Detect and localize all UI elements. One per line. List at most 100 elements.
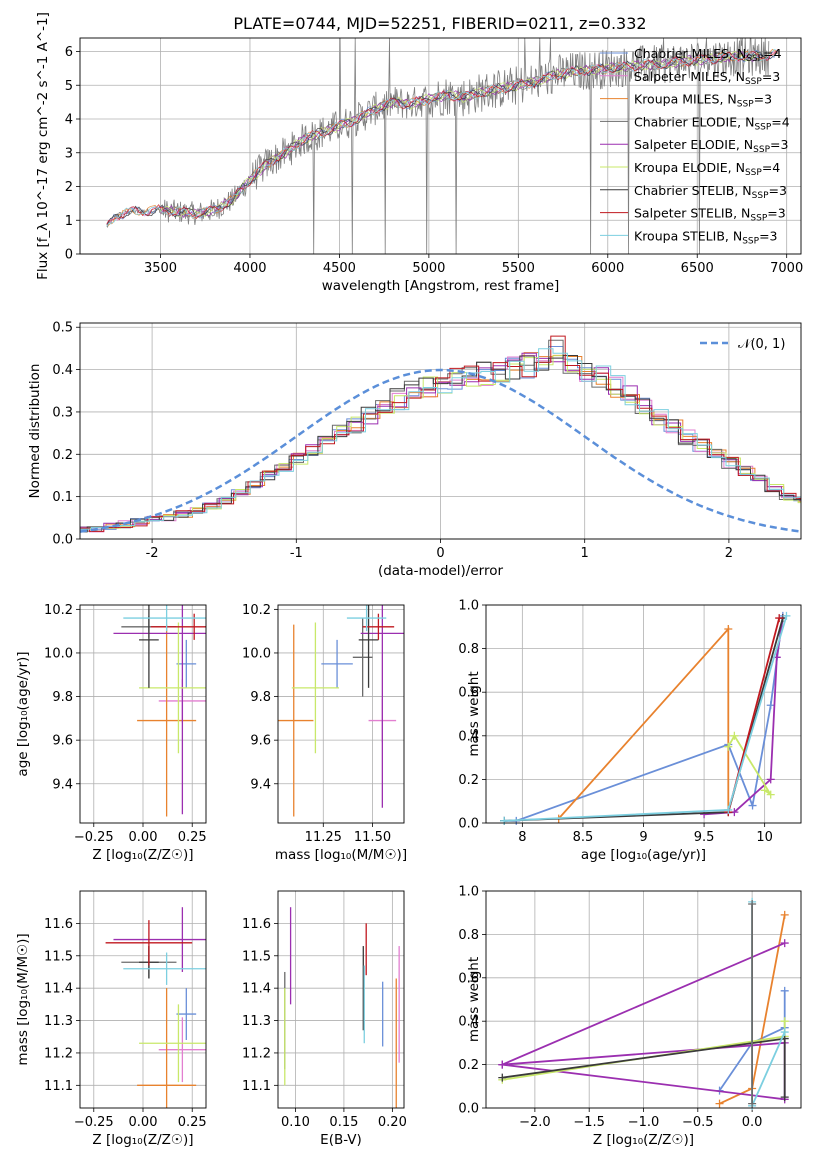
- x-tick-label: 0.00: [129, 830, 158, 845]
- y-tick-label: 0.4: [458, 729, 479, 744]
- age-vs-mass-plot: 11.25 11.50 9.4 9.6 9.8 10.0 10.2 mass [log₁₀(M…: [242, 603, 407, 863]
- x-tick-label: 5500: [502, 261, 535, 276]
- y-tick-label: 3: [65, 146, 73, 161]
- weight-line: [504, 615, 788, 822]
- histogram-step-line: [80, 348, 801, 530]
- axes-frame: [79, 890, 207, 1109]
- weight-marker: [715, 1099, 724, 1108]
- legend-label: Chabrier ELODIE, NSSP=4: [634, 114, 790, 132]
- weight-marker: [766, 790, 775, 799]
- histogram-step-line: [80, 355, 801, 533]
- weight-vs-age-plot: 8 8.5 9 9.5 10 0.0 0.2 0.4 0.6 0.8 1.0 age [log₁₀(a…: [458, 599, 802, 863]
- weight-marker: [748, 900, 757, 909]
- x-tick-label: 1: [581, 546, 589, 561]
- x-tick-label: −0.5: [682, 1115, 714, 1130]
- error-bars-group: [278, 605, 404, 817]
- model-spectrum-line: [106, 48, 778, 227]
- weight-marker: [748, 801, 757, 810]
- y-tick-label: 11.4: [44, 982, 73, 997]
- error-bars-group: [284, 907, 400, 1108]
- x-tick-label: 4500: [323, 261, 356, 276]
- legend-label: Salpeter STELIB, NSSP=3: [634, 206, 786, 224]
- x-tick-label: 6000: [591, 261, 624, 276]
- y-axis-label: age [log₁₀(age/yr)]: [15, 651, 31, 776]
- x-tick-label: 0.00: [129, 1115, 158, 1130]
- histogram-step-line: [80, 339, 801, 532]
- weight-marker: [748, 1099, 757, 1108]
- x-tick-label: 9.5: [694, 830, 715, 845]
- y-tick-label: 9.4: [250, 777, 271, 792]
- weight-line: [727, 734, 772, 796]
- legend-label: Salpeter ELODIE, NSSP=3: [634, 137, 788, 155]
- weight-line: [718, 990, 786, 1092]
- y-axis-label: mass [log₁₀(M/M☉)]: [15, 933, 31, 1065]
- x-tick-label: 7000: [770, 261, 803, 276]
- x-tick-label: 8.5: [573, 830, 594, 845]
- residuals-histogram: -2 -1 0 1 2 0.0 0.1 0.2 0.3 0.4 0.5 𝒩(0, 1) (data-mo…: [27, 321, 802, 579]
- x-tick-label: 0.0: [742, 1115, 763, 1130]
- x-tick-label: 9: [639, 830, 647, 845]
- weight-marker: [780, 939, 789, 948]
- x-tick-label: 3500: [144, 261, 177, 276]
- y-axis-label: mass weight: [466, 671, 482, 756]
- normal-distribution-curve: [79, 368, 802, 533]
- x-tick-label: 5000: [412, 261, 445, 276]
- weight-marker: [766, 775, 775, 784]
- y-tick-label: 11.4: [242, 982, 271, 997]
- y-tick-label: 11.1: [242, 1079, 271, 1094]
- legend-label: 𝒩(0, 1): [738, 337, 785, 352]
- legend-label: Kroupa STELIB, NSSP=3: [634, 228, 778, 246]
- x-tick-label: 0.10: [281, 1115, 310, 1130]
- weight-marker: [500, 816, 509, 825]
- y-tick-label: 0.6: [458, 971, 479, 986]
- weight-marker: [498, 1073, 507, 1082]
- y-tick-label: 10.0: [44, 646, 73, 661]
- legend-label: Kroupa MILES, NSSP=3: [634, 92, 772, 110]
- x-axis-label: wavelength [Angstrom, rest frame]: [322, 278, 560, 294]
- x-tick-label: −2.0: [519, 1115, 551, 1130]
- weight-marker: [782, 611, 791, 620]
- y-tick-label: 9.8: [52, 690, 73, 705]
- y-tick-label: 11.1: [44, 1079, 73, 1094]
- x-tick-label: 11.25: [305, 830, 342, 845]
- x-axis-label: age [log₁₀(age/yr)]: [581, 847, 706, 863]
- legend-label: Chabrier MILES, NSSP=4: [634, 46, 782, 64]
- y-tick-label: 0.0: [458, 817, 479, 832]
- y-axis-label: Normed distribution: [27, 364, 43, 499]
- y-axis-label: Flux [f_λ 10^-17 erg cm^-2 s^-1 A^-1]: [35, 12, 51, 280]
- y-tick-label: 5: [65, 79, 73, 94]
- axes-frame: [485, 604, 802, 824]
- y-tick-label: 1.0: [458, 885, 479, 900]
- y-tick-label: 9.6: [250, 734, 271, 749]
- x-tick-label: 11.50: [354, 830, 391, 845]
- x-tick-label: 0.20: [378, 1115, 407, 1130]
- x-tick-label: 0.25: [178, 1115, 207, 1130]
- y-tick-label: 10.2: [242, 603, 271, 618]
- weight-marker: [780, 1017, 789, 1026]
- y-tick-label: 11.2: [44, 1046, 73, 1061]
- weight-marker: [780, 910, 789, 919]
- y-tick-label: 0.2: [458, 773, 479, 788]
- y-tick-label: 0.0: [52, 533, 73, 548]
- y-tick-label: 0.4: [52, 363, 73, 378]
- weight-marker: [724, 805, 733, 814]
- y-tick-label: 0.2: [52, 448, 73, 463]
- y-tick-label: 1: [65, 214, 73, 229]
- figure-title: PLATE=0744, MJD=52251, FIBERID=0211, z=0…: [233, 14, 646, 33]
- legend-label: Salpeter MILES, NSSP=3: [634, 69, 780, 87]
- y-tick-label: 9.4: [52, 777, 73, 792]
- axes-frame: [485, 890, 802, 1109]
- y-tick-label: 0.2: [458, 1058, 479, 1073]
- x-tick-label: -2: [146, 546, 159, 561]
- axes-frame: [79, 604, 207, 824]
- x-tick-label: −0.25: [74, 1115, 114, 1130]
- mass-vs-extinction-plot: 0.10 0.15 0.20 11.1 11.2 11.3 11.4 11.5 11.6 E(B-…: [242, 890, 407, 1148]
- y-tick-label: 11.5: [242, 949, 271, 964]
- y-tick-label: 10.2: [44, 603, 73, 618]
- weight-vs-metallicity-plot: −2.0 −1.5 −1.0 −0.5 0.0 0.0 0.2 0.4 0.6 0.8 1.0 Z […: [458, 885, 802, 1148]
- axes-frame: [79, 37, 802, 255]
- weight-marker: [780, 986, 789, 995]
- x-tick-label: −1.0: [628, 1115, 660, 1130]
- y-tick-label: 0.3: [52, 405, 73, 420]
